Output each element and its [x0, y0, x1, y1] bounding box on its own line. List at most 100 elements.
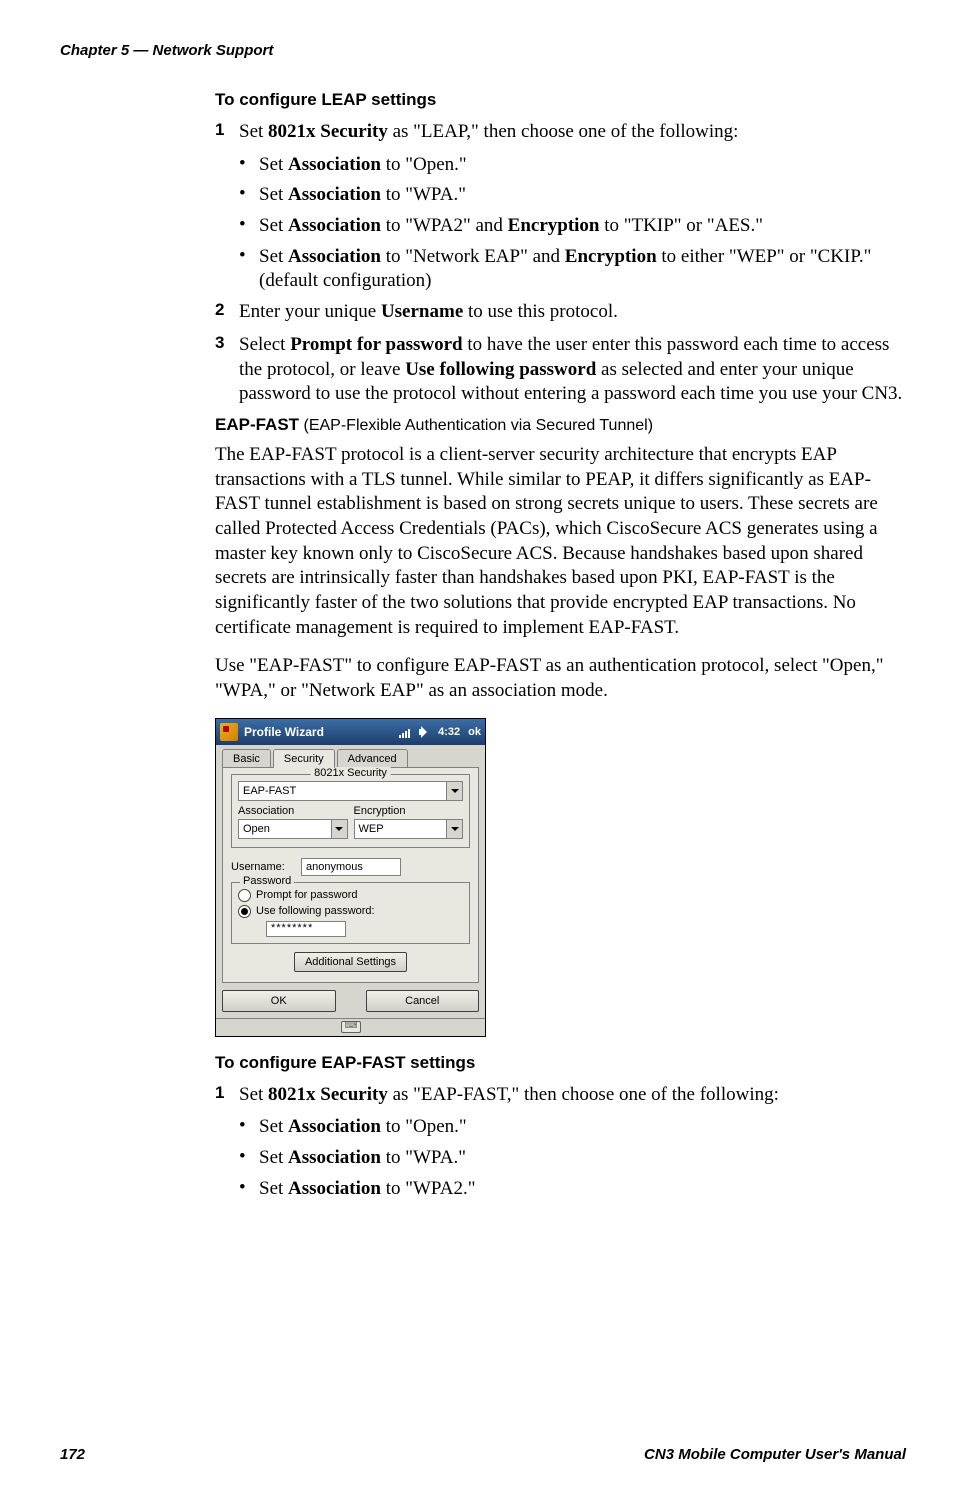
- additional-settings-button[interactable]: Additional Settings: [294, 952, 407, 972]
- eapfast-bullet-1: • Set Association to "Open.": [239, 1115, 915, 1140]
- leap-bullet-1: • Set Association to "Open.": [239, 153, 915, 178]
- bold-term: Association: [288, 246, 381, 267]
- keyboard-icon[interactable]: [341, 1021, 361, 1033]
- radio-usefollowing[interactable]: [238, 905, 251, 918]
- text-fragment: to "Network EAP" and: [381, 246, 565, 267]
- eapfast-heading: EAP-FAST (EAP-Flexible Authentication vi…: [215, 415, 915, 435]
- bullet-text: Set Association to "Network EAP" and Enc…: [259, 245, 915, 294]
- step-number: 2: [215, 300, 239, 325]
- bold-term: 8021x Security: [268, 1084, 388, 1105]
- password-fieldset: Password Prompt for password Use followi…: [231, 882, 470, 944]
- main-content: To configure LEAP settings 1 Set 8021x S…: [215, 90, 915, 1208]
- bold-term: Association: [288, 154, 381, 175]
- dropdown-value: EAP-FAST: [239, 785, 446, 797]
- text-fragment: Set: [239, 121, 268, 142]
- encryption-label: Encryption: [354, 805, 464, 817]
- username-input[interactable]: anonymous: [301, 858, 401, 876]
- bullet-marker: •: [239, 1115, 259, 1140]
- association-dropdown[interactable]: Open: [238, 819, 348, 839]
- encryption-dropdown[interactable]: WEP: [354, 819, 464, 839]
- leap-bullet-2: • Set Association to "WPA.": [239, 183, 915, 208]
- bold-term: Use following password: [405, 359, 596, 380]
- step-text: Enter your unique Username to use this p…: [239, 300, 915, 325]
- window-title: Profile Wizard: [244, 725, 399, 739]
- leap-step-1: 1 Set 8021x Security as "LEAP," then cho…: [215, 120, 915, 145]
- text-fragment: to "Open.": [381, 154, 467, 175]
- leap-step-3: 3 Select Prompt for password to have the…: [215, 333, 915, 407]
- heading-bold: EAP-FAST: [215, 415, 299, 434]
- window-titlebar: Profile Wizard 4:32 ok: [216, 719, 485, 745]
- ok-button[interactable]: OK: [222, 990, 336, 1012]
- page-header: Chapter 5 — Network Support: [60, 42, 273, 59]
- password-input-wrap: ********: [238, 921, 463, 937]
- taskbar: [216, 1018, 485, 1036]
- bullet-text: Set Association to "WPA2" and Encryption…: [259, 214, 915, 239]
- association-col: Association Open: [238, 805, 348, 839]
- bullet-marker: •: [239, 183, 259, 208]
- password-input[interactable]: ********: [266, 921, 346, 937]
- text-fragment: Set: [259, 215, 288, 236]
- text-fragment: to "TKIP" or "AES.": [600, 215, 764, 236]
- page-footer: 172 CN3 Mobile Computer User's Manual: [60, 1446, 906, 1463]
- bullet-marker: •: [239, 245, 259, 294]
- step-number: 1: [215, 120, 239, 145]
- bold-term: Prompt for password: [290, 334, 462, 355]
- text-fragment: to use this protocol.: [463, 301, 618, 322]
- radio-label: Use following password:: [256, 905, 375, 917]
- titlebar-ok-button[interactable]: ok: [468, 726, 481, 738]
- step-number: 3: [215, 333, 239, 407]
- bold-term: Encryption: [565, 246, 657, 267]
- bullet-text: Set Association to "WPA2.": [259, 1177, 915, 1202]
- eapfast-para-1: The EAP-FAST protocol is a client-server…: [215, 443, 915, 641]
- eapfast-bullet-3: • Set Association to "WPA2.": [239, 1177, 915, 1202]
- manual-title: CN3 Mobile Computer User's Manual: [644, 1446, 906, 1463]
- step-text: Set 8021x Security as "LEAP," then choos…: [239, 120, 915, 145]
- eapfast-para-2: Use "EAP-FAST" to configure EAP-FAST as …: [215, 654, 915, 703]
- username-label: Username:: [231, 861, 301, 873]
- text-fragment: Set: [259, 184, 288, 205]
- bold-term: Encryption: [508, 215, 600, 236]
- bullet-marker: •: [239, 214, 259, 239]
- additional-settings-wrap: Additional Settings: [231, 952, 470, 972]
- leap-step-2: 2 Enter your unique Username to use this…: [215, 300, 915, 325]
- tab-advanced[interactable]: Advanced: [337, 749, 408, 768]
- chevron-down-icon: [446, 820, 462, 838]
- bold-term: 8021x Security: [268, 121, 388, 142]
- text-fragment: Set: [259, 1178, 288, 1199]
- heading-light: (EAP-Flexible Authentication via Secured…: [299, 417, 653, 434]
- text-fragment: Set: [259, 1116, 288, 1137]
- text-fragment: Set: [239, 1084, 268, 1105]
- text-fragment: to "WPA2.": [381, 1178, 476, 1199]
- bullet-text: Set Association to "Open.": [259, 153, 915, 178]
- security-fieldset: 8021x Security EAP-FAST Association Open: [231, 774, 470, 848]
- dropdown-value: Open: [239, 823, 331, 835]
- fieldset-legend: 8021x Security: [310, 767, 391, 779]
- security-panel: 8021x Security EAP-FAST Association Open: [222, 767, 479, 983]
- profile-wizard-screenshot: Profile Wizard 4:32 ok Basic Security Ad…: [215, 718, 915, 1037]
- bold-term: Association: [288, 1178, 381, 1199]
- radio-prompt[interactable]: [238, 889, 251, 902]
- step-text: Select Prompt for password to have the u…: [239, 333, 915, 407]
- cancel-button[interactable]: Cancel: [366, 990, 480, 1012]
- text-fragment: to "WPA.": [381, 184, 466, 205]
- chevron-down-icon: [446, 782, 462, 800]
- profile-wizard-window: Profile Wizard 4:32 ok Basic Security Ad…: [215, 718, 486, 1037]
- bold-term: Association: [288, 184, 381, 205]
- radio-usefollowing-row[interactable]: Use following password:: [238, 905, 463, 918]
- bold-term: Username: [381, 301, 463, 322]
- text-fragment: Set: [259, 1147, 288, 1168]
- dropdown-value: WEP: [355, 823, 447, 835]
- page-number: 172: [60, 1446, 85, 1463]
- eapfast-step-1: 1 Set 8021x Security as "EAP-FAST," then…: [215, 1083, 915, 1108]
- radio-prompt-row[interactable]: Prompt for password: [238, 889, 463, 902]
- tab-basic[interactable]: Basic: [222, 749, 271, 768]
- signal-icon: [399, 726, 413, 738]
- tab-security[interactable]: Security: [273, 749, 335, 768]
- bullet-text: Set Association to "WPA.": [259, 183, 915, 208]
- bullet-text: Set Association to "Open.": [259, 1115, 915, 1140]
- step-number: 1: [215, 1083, 239, 1108]
- security-dropdown[interactable]: EAP-FAST: [238, 781, 463, 801]
- text-fragment: to "WPA.": [381, 1147, 466, 1168]
- bullet-marker: •: [239, 1177, 259, 1202]
- clock: 4:32: [438, 726, 460, 738]
